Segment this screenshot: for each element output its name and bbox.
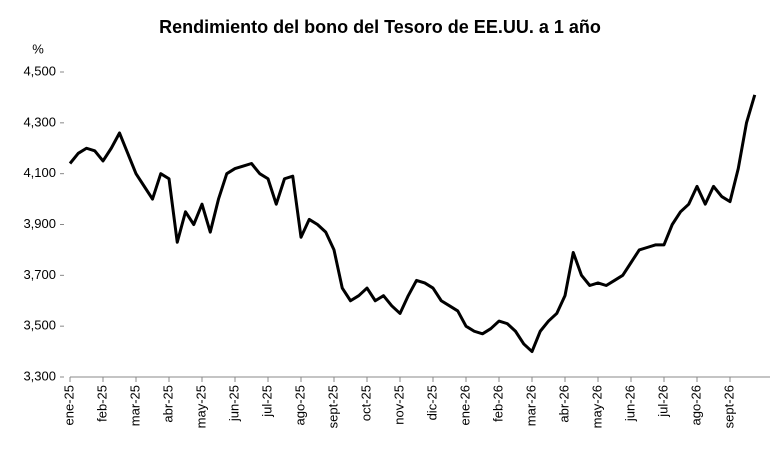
x-tick-label: mar-25 — [127, 385, 142, 426]
x-tick-label: jun-26 — [622, 385, 637, 422]
y-tick-label: 3,900 — [23, 216, 56, 231]
chart-title: Rendimiento del bono del Tesoro de EE.UU… — [159, 17, 601, 37]
x-tick-label: ene-25 — [61, 385, 76, 425]
x-tick-label: oct-25 — [358, 385, 373, 421]
y-tick-label: 3,700 — [23, 267, 56, 282]
x-tick-label: jul-25 — [259, 385, 274, 418]
x-tick-label: sept-25 — [325, 385, 340, 428]
y-tick-label: 4,500 — [23, 63, 56, 78]
x-tick-label: abr-26 — [556, 385, 571, 423]
x-tick-label: dic-25 — [424, 385, 439, 420]
y-tick-label: 4,100 — [23, 165, 56, 180]
x-tick-label: ene-26 — [457, 385, 472, 425]
x-tick-label: jul-26 — [655, 385, 670, 418]
x-tick-label: jun-25 — [226, 385, 241, 422]
x-tick-label: nov-25 — [391, 385, 406, 425]
y-axis-label: % — [32, 41, 44, 56]
x-tick-label: sept-26 — [721, 385, 736, 428]
x-tick-label: abr-25 — [160, 385, 175, 423]
x-tick-label: mar-26 — [523, 385, 538, 426]
x-tick-label: feb-25 — [94, 385, 109, 422]
y-tick-label: 4,300 — [23, 114, 56, 129]
x-tick-label: ago-26 — [688, 385, 703, 425]
y-tick-label: 3,300 — [23, 368, 56, 383]
x-tick-label: may-26 — [589, 385, 604, 428]
y-tick-label: 3,500 — [23, 318, 56, 333]
line-series — [68, 94, 757, 354]
x-tick-label: feb-26 — [490, 385, 505, 422]
x-tick-label: ago-25 — [292, 385, 307, 425]
x-tick-label: may-25 — [193, 385, 208, 428]
